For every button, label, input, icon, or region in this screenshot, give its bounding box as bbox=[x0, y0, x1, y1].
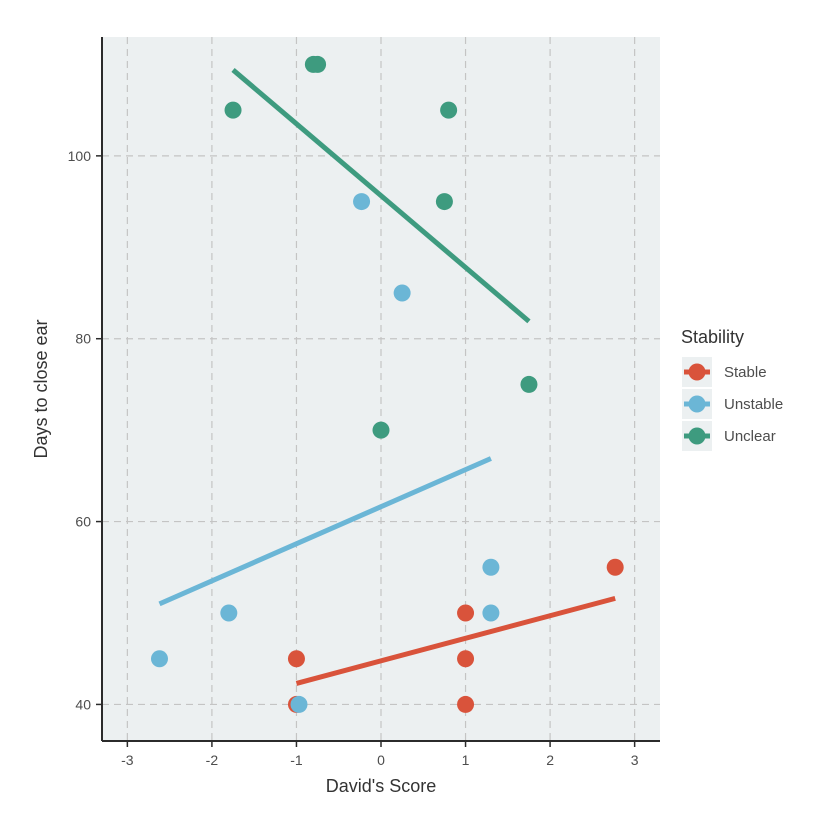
unclear-point bbox=[224, 101, 242, 119]
x-axis-ticks: -3 -2 -1 0 1 2 3 bbox=[121, 741, 639, 768]
unstable-point bbox=[150, 650, 168, 668]
y-tick-label: 40 bbox=[75, 696, 91, 712]
unstable-point bbox=[482, 604, 500, 622]
y-tick-label: 60 bbox=[75, 514, 91, 530]
unclear-point bbox=[520, 375, 538, 393]
legend-label-unclear: Unclear bbox=[724, 428, 776, 445]
unstable-point bbox=[353, 193, 371, 211]
unstable-point bbox=[290, 695, 308, 713]
y-tick-label: 80 bbox=[75, 331, 91, 347]
unstable-point bbox=[393, 284, 411, 302]
legend-key-point-unstable bbox=[688, 395, 706, 413]
x-tick-label: 2 bbox=[546, 752, 554, 768]
unclear-point bbox=[309, 55, 327, 73]
legend-label-unstable: Unstable bbox=[724, 396, 783, 413]
grid-lines bbox=[102, 37, 660, 741]
x-tick-label: -3 bbox=[121, 752, 134, 768]
x-tick-label: 1 bbox=[462, 752, 470, 768]
x-tick-label: 3 bbox=[631, 752, 639, 768]
y-tick-label: 100 bbox=[68, 148, 92, 164]
unclear-trend-line bbox=[231, 68, 531, 324]
legend-key-point-stable bbox=[688, 363, 706, 381]
unstable-point bbox=[482, 558, 500, 576]
unstable-trend-line bbox=[158, 456, 492, 607]
x-tick-label: 0 bbox=[377, 752, 385, 768]
legend-key-point-unclear bbox=[688, 427, 706, 445]
legend-label-stable: Stable bbox=[724, 364, 767, 381]
stable-point bbox=[457, 604, 475, 622]
legend-title: Stability bbox=[681, 327, 744, 347]
unclear-point bbox=[372, 421, 390, 439]
legend: Stability Stable Unstable Unclear bbox=[681, 327, 783, 451]
unclear-point bbox=[435, 193, 453, 211]
stable-point bbox=[457, 650, 475, 668]
stable-trend-line bbox=[295, 595, 616, 686]
y-axis-ticks: 40 60 80 100 bbox=[68, 148, 102, 712]
x-tick-label: -1 bbox=[290, 752, 303, 768]
unstable-point bbox=[220, 604, 238, 622]
stable-point bbox=[287, 650, 305, 668]
x-axis-title: David's Score bbox=[326, 776, 436, 796]
trend-lines bbox=[158, 68, 616, 686]
stable-point bbox=[606, 558, 624, 576]
data-points bbox=[150, 55, 624, 713]
unclear-point bbox=[440, 101, 458, 119]
stable-point bbox=[457, 695, 475, 713]
y-axis-title: Days to close ear bbox=[31, 319, 51, 458]
x-tick-label: -2 bbox=[206, 752, 219, 768]
